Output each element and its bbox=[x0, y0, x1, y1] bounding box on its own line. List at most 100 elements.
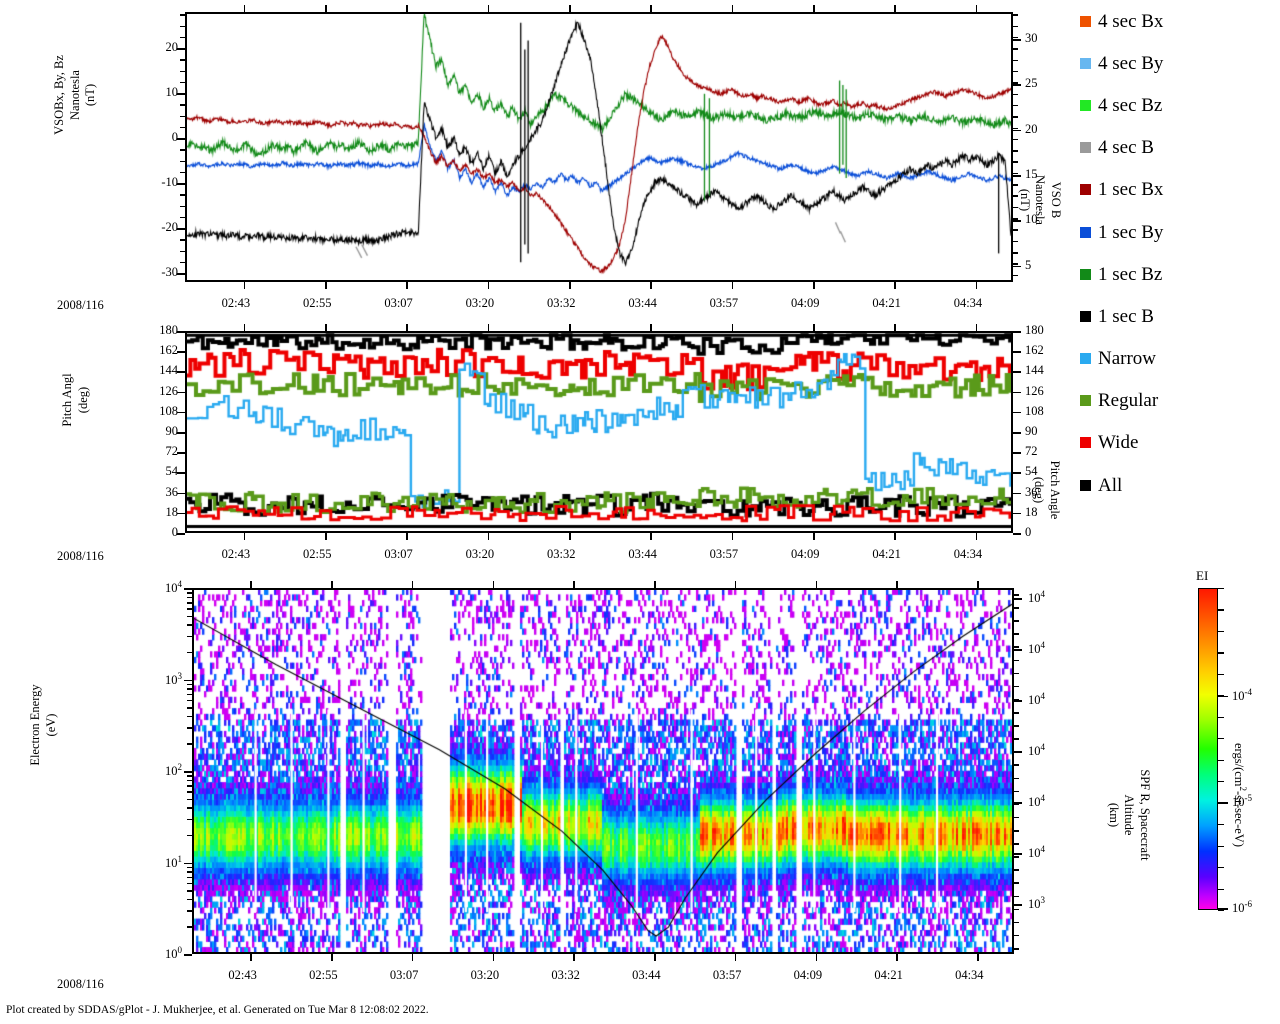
time-tick-label: 03:44 bbox=[628, 547, 657, 561]
axis-tick bbox=[177, 512, 185, 515]
axis-tick bbox=[573, 581, 575, 588]
axis-tick bbox=[180, 216, 185, 219]
axis-tick bbox=[187, 651, 192, 654]
axis-tick bbox=[1013, 195, 1018, 197]
legend-swatch-icon bbox=[1080, 353, 1091, 365]
axis-tick bbox=[325, 5, 327, 12]
axis-tick bbox=[813, 533, 815, 540]
axis-tick bbox=[1014, 908, 1019, 911]
axis-tick bbox=[243, 533, 246, 540]
legend-swatch-icon bbox=[1080, 15, 1091, 27]
colorbar-minor-tick bbox=[1218, 716, 1224, 718]
tick-label: 54 bbox=[165, 464, 179, 479]
tick-label: 0 bbox=[171, 525, 178, 539]
time-tick-label: 02:55 bbox=[303, 547, 332, 561]
axis-tick bbox=[731, 533, 734, 540]
legend-item-1-sec-bx[interactable]: 1 sec Bx bbox=[1080, 169, 1280, 211]
axis-tick bbox=[1013, 411, 1021, 414]
legend-swatch-icon bbox=[1080, 479, 1091, 491]
panel2-ylabel-right-line1: Pitch Angle bbox=[1048, 460, 1062, 520]
axis-tick bbox=[187, 715, 192, 718]
axis-tick bbox=[1014, 633, 1019, 635]
axis-tick bbox=[1013, 93, 1018, 96]
axis-tick bbox=[1013, 161, 1018, 163]
legend-item-4-sec-bx[interactable]: 4 sec Bx bbox=[1080, 0, 1280, 42]
axis-tick bbox=[1014, 803, 1019, 806]
colorbar-minor-tick bbox=[1218, 652, 1224, 654]
tick-label: 102 bbox=[165, 762, 182, 779]
axis-tick bbox=[250, 581, 252, 588]
legend-item-1-sec-b[interactable]: 1 sec B bbox=[1080, 295, 1280, 337]
axis-tick bbox=[180, 93, 185, 95]
axis-tick bbox=[1013, 104, 1018, 107]
axis-tick bbox=[177, 452, 185, 454]
tick-label: 72 bbox=[1025, 444, 1038, 459]
axis-tick bbox=[569, 5, 571, 12]
tick-label: 103 bbox=[165, 670, 182, 687]
legend-label: All bbox=[1098, 474, 1123, 496]
colorbar-tick bbox=[1218, 908, 1228, 910]
time-tick-label: 03:44 bbox=[632, 968, 661, 982]
axis-tick bbox=[650, 324, 652, 331]
axis-tick bbox=[650, 5, 652, 12]
axis-tick bbox=[1013, 82, 1018, 84]
axis-tick bbox=[731, 5, 734, 12]
tick-label: 104 bbox=[1028, 691, 1045, 708]
axis-tick bbox=[1013, 116, 1018, 118]
legend-label: Wide bbox=[1098, 432, 1139, 454]
axis-tick bbox=[1014, 725, 1019, 727]
tick-label: 108 bbox=[159, 403, 178, 418]
axis-tick bbox=[187, 592, 192, 594]
axis-tick bbox=[1013, 391, 1021, 394]
axis-tick bbox=[1013, 84, 1021, 86]
legend-item-4-sec-by[interactable]: 4 sec By bbox=[1080, 42, 1280, 84]
axis-tick bbox=[177, 351, 185, 353]
axis-tick bbox=[1013, 184, 1018, 186]
axis-tick bbox=[187, 791, 192, 793]
legend-item-narrow[interactable]: Narrow bbox=[1080, 338, 1280, 380]
axis-tick bbox=[1014, 764, 1019, 766]
axis-tick bbox=[177, 411, 185, 414]
tick-label: 162 bbox=[1025, 343, 1044, 358]
axis-tick bbox=[813, 282, 815, 289]
tick-label: 104 bbox=[1028, 742, 1045, 759]
legend-item-1-sec-bz[interactable]: 1 sec Bz bbox=[1080, 253, 1280, 295]
panel3-ylabel-right-line1: SPF R, Spacecraft bbox=[1138, 769, 1152, 861]
axis-tick bbox=[975, 5, 978, 12]
legend-swatch-icon bbox=[1080, 57, 1091, 69]
axis-tick bbox=[1013, 172, 1018, 175]
panel2-date-label: 2008/116 bbox=[57, 549, 104, 563]
colorbar-minor-tick bbox=[1218, 781, 1224, 783]
axis-tick bbox=[187, 890, 192, 892]
axis-tick bbox=[1013, 39, 1021, 41]
magnetic-field-canvas bbox=[187, 14, 1011, 280]
axis-tick bbox=[815, 954, 818, 961]
axis-tick bbox=[180, 59, 185, 61]
colorbar-minor-tick bbox=[1218, 759, 1224, 761]
axis-tick bbox=[180, 14, 185, 16]
colorbar-minor-tick bbox=[1218, 630, 1224, 633]
legend-label: 4 sec B bbox=[1098, 137, 1154, 159]
axis-tick bbox=[813, 324, 815, 331]
legend-item-all[interactable]: All bbox=[1080, 464, 1280, 506]
axis-tick bbox=[1014, 649, 1022, 651]
legend-swatch-icon bbox=[1080, 142, 1091, 154]
axis-tick bbox=[184, 679, 192, 681]
legend-item-4-sec-bz[interactable]: 4 sec Bz bbox=[1080, 84, 1280, 126]
axis-tick bbox=[1014, 921, 1019, 924]
legend-item-wide[interactable]: Wide bbox=[1080, 422, 1280, 464]
legend-item-4-sec-b[interactable]: 4 sec B bbox=[1080, 127, 1280, 169]
axis-tick bbox=[654, 954, 656, 961]
axis-tick bbox=[1013, 218, 1018, 220]
legend-swatch-icon bbox=[1080, 310, 1091, 322]
time-tick-label: 04:34 bbox=[953, 296, 983, 310]
pitch-angle-canvas bbox=[187, 333, 1011, 531]
legend-item-regular[interactable]: Regular bbox=[1080, 380, 1280, 422]
colorbar-minor-tick bbox=[1218, 738, 1224, 740]
colorbar-minor-tick bbox=[1218, 867, 1224, 869]
axis-tick bbox=[1014, 904, 1022, 906]
legend-item-1-sec-by[interactable]: 1 sec By bbox=[1080, 211, 1280, 253]
axis-tick bbox=[1013, 129, 1021, 132]
panel3-ylabel-right-line3: (km) bbox=[1106, 802, 1121, 828]
tick-label: 144 bbox=[1025, 363, 1044, 378]
